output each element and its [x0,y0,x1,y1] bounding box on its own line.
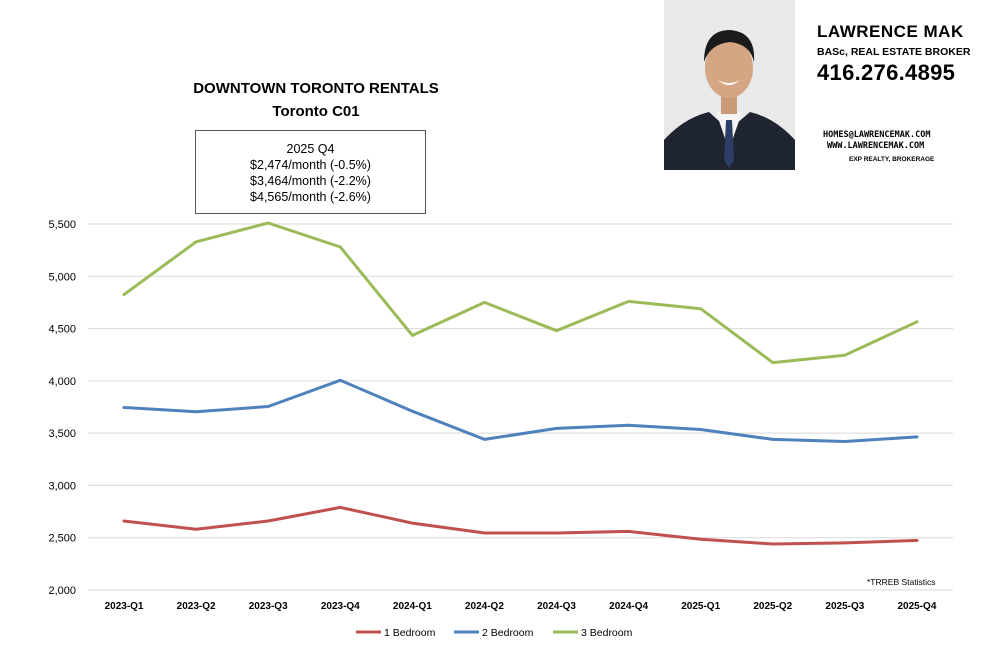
x-tick-label: 2024-Q4 [609,601,648,612]
legend-label: 2 Bedroom [482,627,534,639]
x-tick-label: 2024-Q1 [393,601,432,612]
x-tick-label: 2025-Q3 [825,601,864,612]
x-tick-label: 2025-Q1 [681,601,720,612]
agent-brokerage: EXP REALTY, BROKERAGE [849,156,935,163]
series-line-3-bedroom [122,221,919,365]
series-line-2-bedroom [122,378,919,443]
x-tick-label: 2024-Q3 [537,601,576,612]
agent-credentials: BASc, REAL ESTATE BROKER [817,46,971,58]
x-tick-label: 2023-Q3 [249,601,288,612]
callout-line-3: $4,565/month (-2.6%) [250,190,371,204]
agent-contact-block: LAWRENCE MAK BASc, REAL ESTATE BROKER 41… [817,22,977,163]
agent-website: WWW.LAWRENCEMAK.COM [827,141,925,151]
y-tick-label: 4,000 [48,376,76,388]
y-tick-label: 5,000 [48,271,76,283]
source-note: *TRREB Statistics [867,577,936,587]
y-tick-label: 3,500 [48,428,76,440]
agent-photo [664,0,795,170]
x-tick-label: 2025-Q4 [897,601,936,612]
y-tick-label: 3,000 [48,480,76,492]
x-tick-label: 2023-Q2 [177,601,216,612]
y-tick-label: 5,500 [48,219,76,231]
chart-subtitle: Toronto C01 [272,103,360,120]
x-tick-label: 2024-Q2 [465,601,504,612]
x-tick-label: 2025-Q2 [753,601,792,612]
y-tick-label: 4,500 [48,324,76,336]
callout-line-1: $2,474/month (-0.5%) [250,158,371,172]
y-tick-label: 2,000 [48,585,76,597]
x-tick-label: 2023-Q1 [105,601,144,612]
agent-name: LAWRENCE MAK [817,22,964,41]
callout-period: 2025 Q4 [286,142,335,156]
legend-label: 3 Bedroom [581,627,633,639]
series-line-1-bedroom [122,505,919,546]
agent-email: HOMES@LAWRENCEMAK.COM [823,130,931,140]
x-tick-label: 2023-Q4 [321,601,360,612]
callout-line-2: $3,464/month (-2.2%) [250,174,371,188]
latest-values-callout: 2025 Q4 $2,474/month (-0.5%) $3,464/mont… [195,130,426,214]
legend-label: 1 Bedroom [384,627,436,639]
chart-title: DOWNTOWN TORONTO RENTALS [193,80,439,97]
agent-phone: 416.276.4895 [817,60,956,85]
y-tick-label: 2,500 [48,533,76,545]
